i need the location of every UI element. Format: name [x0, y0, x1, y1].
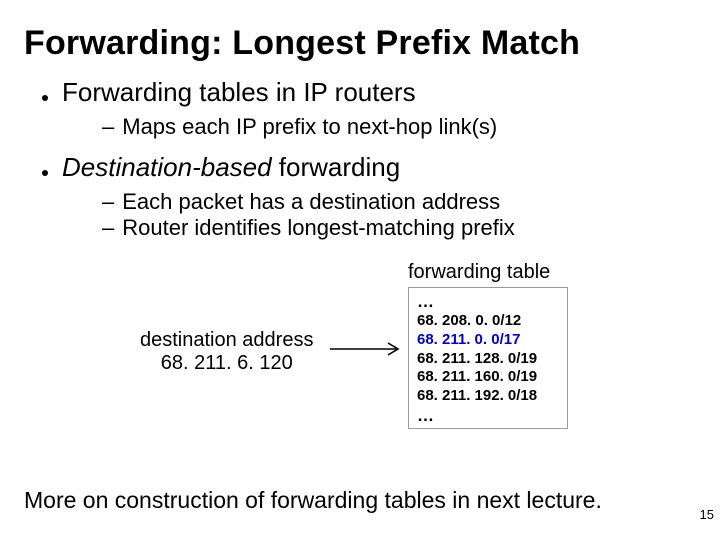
bullet-text: Forwarding tables in IP routers — [62, 77, 416, 108]
ellipsis-icon: … — [417, 406, 559, 426]
destination-label: destination address — [140, 329, 313, 352]
slide-title: Forwarding: Longest Prefix Match — [24, 24, 696, 63]
bullet-level1: Forwarding tables in IP routers – Maps e… — [42, 77, 696, 140]
bullet-row: Forwarding tables in IP routers — [42, 77, 696, 108]
forwarding-diagram: forwarding table … 68. 208. 0. 0/12 68. … — [24, 259, 696, 439]
bullet-row: – Maps each IP prefix to next-hop link(s… — [102, 114, 696, 140]
bullet-level2: – Each packet has a destination address … — [102, 189, 696, 241]
text-segment: forwarding — [272, 152, 401, 182]
table-row: 68. 211. 128. 0/19 — [417, 350, 559, 369]
table-row: 68. 211. 0. 0/17 — [417, 331, 559, 350]
bullet-dot-icon — [42, 95, 48, 101]
table-row: 68. 211. 160. 0/19 — [417, 368, 559, 387]
slide: Forwarding: Longest Prefix Match Forward… — [0, 0, 720, 540]
dash-icon: – — [102, 215, 114, 241]
bullet-row: Destination-based forwarding — [42, 152, 696, 183]
bullet-row: – Each packet has a destination address — [102, 189, 696, 215]
bullet-list: Forwarding tables in IP routers – Maps e… — [24, 77, 696, 241]
bullet-text: Router identifies longest-matching prefi… — [122, 215, 515, 241]
footer-note: More on construction of forwarding table… — [24, 487, 602, 514]
bullet-dot-icon — [42, 170, 48, 176]
destination-block: destination address 68. 211. 6. 120 — [140, 329, 313, 375]
table-row: 68. 211. 192. 0/18 — [417, 387, 559, 406]
bullet-text: Each packet has a destination address — [122, 189, 500, 215]
bullet-row: – Router identifies longest-matching pre… — [102, 215, 696, 241]
italic-segment: Destination-based — [62, 152, 272, 182]
table-row: 68. 208. 0. 0/12 — [417, 312, 559, 331]
forwarding-table-box: … 68. 208. 0. 0/12 68. 211. 0. 0/17 68. … — [408, 287, 568, 429]
dash-icon: – — [102, 189, 114, 215]
bullet-level2: – Maps each IP prefix to next-hop link(s… — [102, 114, 696, 140]
dash-icon: – — [102, 114, 114, 140]
bullet-text: Destination-based forwarding — [62, 152, 400, 183]
forwarding-table-label: forwarding table — [408, 261, 550, 284]
ellipsis-icon: … — [417, 292, 559, 312]
bullet-text: Maps each IP prefix to next-hop link(s) — [122, 114, 497, 140]
page-number: 15 — [700, 507, 714, 522]
destination-value: 68. 211. 6. 120 — [140, 352, 313, 375]
bullet-level1: Destination-based forwarding – Each pack… — [42, 152, 696, 241]
arrow-icon — [328, 339, 408, 359]
